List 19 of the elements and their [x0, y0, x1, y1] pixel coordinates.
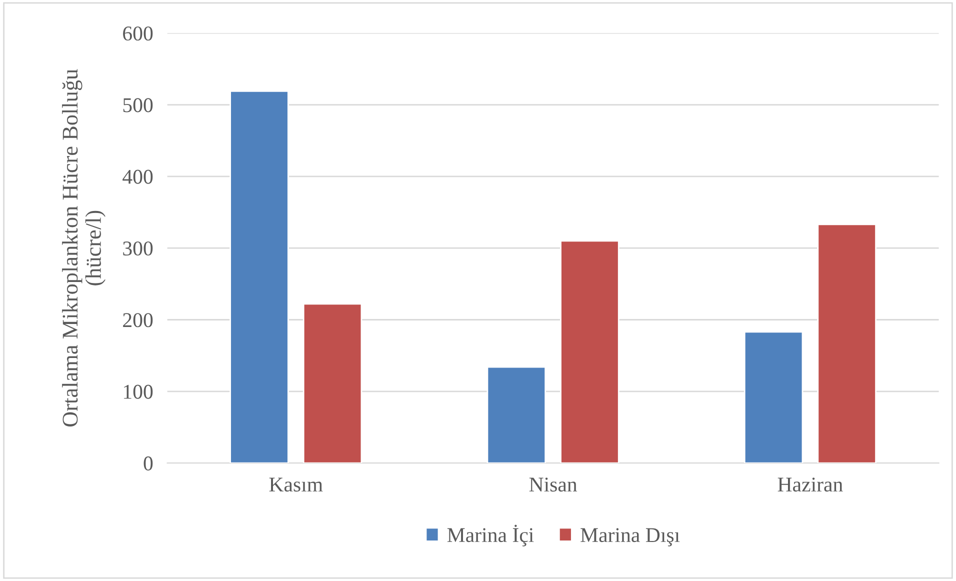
legend-label: Marina İçi	[447, 524, 534, 546]
y-tick-label: 500	[123, 98, 153, 112]
bar	[302, 303, 362, 464]
bar	[744, 331, 804, 464]
legend-label: Marina Dışı	[580, 528, 680, 546]
x-tick-label: Nisan	[529, 478, 578, 492]
x-tick-label: Haziran	[778, 478, 843, 492]
y-tick-label: 100	[124, 384, 153, 399]
bar	[230, 90, 289, 464]
y-axis-title: Ortalama Mikroplankton Hücre Bolluğu (hücre/l)	[62, 69, 106, 426]
y-tick-label: 300	[123, 241, 153, 256]
y-tick-label: 600	[123, 26, 153, 41]
x-tick-label: Kasım	[269, 478, 323, 492]
y-tick-label: 0	[144, 456, 153, 470]
bar	[817, 224, 876, 464]
bar	[560, 240, 620, 464]
bar	[486, 366, 546, 464]
y-tick-label: 400	[122, 170, 153, 184]
y-tick-label: 200	[123, 313, 153, 328]
